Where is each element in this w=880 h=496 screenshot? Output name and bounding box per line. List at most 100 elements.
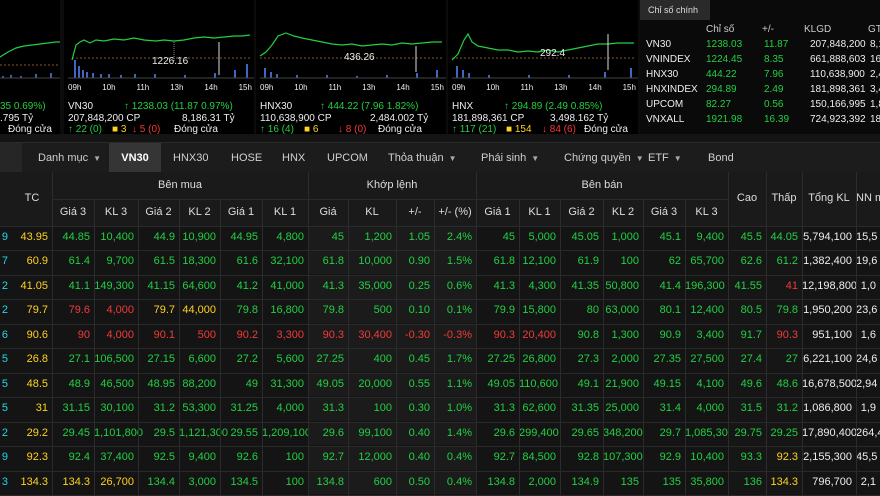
col-symbol-header[interactable] [0,186,12,210]
table-row[interactable]: 3 134.3 134.3 26,700 134.4 3,000 134.5 100 134.8… [0,470,880,495]
tab-etf[interactable]: ETF ▼ [648,143,682,173]
tab-upcom[interactable]: UPCOM [327,143,368,173]
col-total-volume: 16,678,500 [802,377,858,390]
col-ask-volume-3: 12,400 [690,304,724,317]
index-row[interactable]: HNX30 444.22 7.96 110,638,900 2,48 [640,67,880,82]
table-row[interactable]: 5 26.8 27.1 106,500 27.15 6,600 27.2 5,600 27.25… [0,348,880,373]
col-change-pct: 1.1% [434,372,476,397]
col-match-volume-header[interactable]: KL [365,206,379,218]
col-low: 48.6 [766,372,802,397]
col-ask-volume-2: 1,000 [611,231,639,243]
col-ask-volume-2-header[interactable]: KL 2 [611,206,635,218]
col-ask-volume-2: 21,900 [605,377,639,390]
col-ask-price-3-header[interactable]: Giá 3 [650,206,678,218]
table-row[interactable]: 5 48.5 48.9 46,500 48.95 88,200 49 31,300 49.05 2… [0,372,880,397]
index-value-traded: 3,49 [870,84,880,95]
col-bid-price-1-header[interactable]: Giá 1 [227,206,255,218]
table-row[interactable]: 2 41.05 41.1 149,300 41.15 64,600 41.2 41,000 41… [0,274,880,299]
hnx30-chart-value-label: 436.26 [344,52,375,63]
col-change-header[interactable]: +/- [408,206,422,218]
col-match-price-header[interactable]: Giá [319,206,337,218]
hnx30-chart-panel[interactable]: 436.26 09h 10h 11h 13h 14h 15h HNX30 ↑ 4… [256,0,446,134]
tab-hnx[interactable]: HNX [282,143,305,173]
index-row[interactable]: VNXALL 1921.98 16.39 724,923,392 18,2 [640,112,880,127]
col-bid-price-3: 134.3 [62,475,90,488]
col-ask-volume-3: 1,085,300 [685,426,734,439]
column-divider [220,200,221,495]
col-total-volume: 6,221,100 [803,353,852,366]
tab-bond[interactable]: Bond [708,143,734,173]
index-row[interactable]: HNXINDEX 294.89 2.49 181,898,361 3,49 [640,82,880,97]
col-bid-volume-1-header[interactable]: KL 1 [273,206,297,218]
tab-derivatives[interactable]: Phái sinh ▼ [481,143,539,173]
col-bid-price-2: 44.9 [153,231,175,243]
col-bid-volume-2-header[interactable]: KL 2 [188,206,211,218]
table-row[interactable]: 9 92.3 92.4 37,400 92.5 9,400 92.6 100 92.7 12,00… [0,446,880,470]
col-bid-price-2-header[interactable]: Giá 2 [145,206,172,218]
table-row[interactable]: 2 29.2 29.45 1,101,800 29.5 1,121,300 29.55 1,2… [0,421,880,446]
table-row[interactable]: 2 79.7 79.6 4,000 79.7 44,000 79.8 16,800 79.8 50… [0,299,880,324]
col-reference-header[interactable]: TC [24,192,40,204]
index-volume: 110,638,900 [810,69,865,80]
column-divider [685,200,686,495]
tab-vn30[interactable]: VN30 [109,143,161,173]
col-low-header[interactable]: Thấp [771,192,797,204]
col-ask-price-1-header[interactable]: Giá 1 [484,206,511,218]
col-ask-price-2-header[interactable]: Giá 2 [568,206,595,218]
col-ask-volume-1: 5,000 [528,231,556,243]
col-total-volume-header[interactable]: Tổng KL [808,192,850,204]
hnx30-time-axis: 09h 10h 11h 13h 14h 15h [260,83,444,92]
index-value-traded: 16,03 [870,54,880,65]
col-ask-volume-3: 196,300 [685,279,725,292]
col-change-pct-header[interactable]: +/- (%) [438,206,472,218]
col-total-volume: 12,198,800 [802,279,858,292]
index-row[interactable]: VNINDEX 1224.45 8.35 661,888,603 16,03 [640,52,880,67]
col-ask-price-3: 62 [668,255,681,268]
index-row[interactable]: VN30 1238.03 11.87 207,848,200 8,18 [640,37,880,52]
col-change: 0.40 [396,421,434,446]
col-bid-price-3-header[interactable]: Giá 3 [59,206,87,218]
col-match-volume: 400 [348,348,396,373]
col-foreign: 264,4 [856,426,880,439]
col-foreign: 1,9 [860,402,876,415]
hnx-status: Đóng cửa [584,124,628,134]
col-reference: 90.6 [26,328,48,341]
col-low: 29.25 [766,421,802,446]
tab-negotiated[interactable]: Thỏa thuận ▼ [388,143,457,173]
time-tick: 11h [328,83,342,92]
tab-hose[interactable]: HOSE [231,143,262,173]
group-header-sell: Bên bán [581,179,623,191]
col-high-header[interactable]: Cao [736,192,758,204]
hnx-time-axis: 09h 10h 11h 13h 14h 15h [452,83,636,92]
col-bid-volume-1: 16,800 [270,304,304,317]
tab-warrants[interactable]: Chứng quyền ▼ [564,143,644,173]
table-row[interactable]: 9 43.95 44.85 10,400 44.9 10,900 44.95 4,800 45 1… [0,226,880,250]
col-bid-volume-1: 41,000 [270,279,304,292]
col-change-pct: 1.4% [434,421,476,446]
col-change: 1.05 [396,226,434,250]
table-row[interactable]: 6 90.6 90 4,000 90.1 500 90.2 3,300 90.3 30,400 -0… [0,323,880,348]
table-row[interactable]: 5 31 31.15 30,100 31.2 53,300 31.25 4,000 31.3 10… [0,397,880,421]
col-match-price: 79.8 [308,299,348,324]
tab-hnx30[interactable]: HNX30 [173,143,208,173]
index-row[interactable]: UPCOM 82.27 0.56 150,166,995 1,81 [640,97,880,112]
col-ask-volume-1-header[interactable]: KL 1 [528,206,551,218]
hnx-chart-panel[interactable]: 292.4 09h 10h 11h 13h 14h 15h HNX ↑ 294.… [448,0,638,134]
main-indices-tab[interactable]: Chỉ số chính [640,0,710,20]
hnx30-value-traded: 2,484.002 Tỷ [370,113,429,124]
col-bid-volume-1: 4,000 [276,402,304,415]
col-ask-price-2: 90.8 [577,328,599,341]
col-bid-volume-1: 5,600 [276,353,304,366]
table-row[interactable]: 7 60.9 61.4 9,700 61.5 18,300 61.6 32,100 61.8 10… [0,250,880,275]
col-change: -0.30 [396,323,434,348]
col-foreign-header[interactable]: NN m [856,192,880,204]
time-tick: 14h [396,83,410,92]
tab-watchlist[interactable]: Danh mục ▼ [38,143,101,173]
row-divider [0,470,880,472]
col-ask-volume-3-header[interactable]: KL 3 [695,206,718,218]
col-change: 0.25 [396,274,434,299]
col-bid-volume-3-header[interactable]: KL 3 [104,206,128,218]
vnindex-chart-panel[interactable]: 35 0.69%) .795 Tỷ Đóng cửa [0,0,60,134]
col-bid-volume-1: 1,209,100 [262,426,311,439]
vn30-chart-panel[interactable]: 1226.16 09h 10h 11h 13h 14h 15h VN30 ↑ 1… [64,0,254,134]
